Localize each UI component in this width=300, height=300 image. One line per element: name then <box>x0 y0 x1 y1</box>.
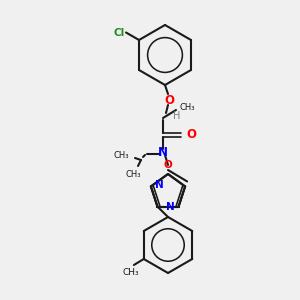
Text: H: H <box>173 111 180 121</box>
Text: CH₃: CH₃ <box>125 170 141 179</box>
Text: CH₃: CH₃ <box>180 103 196 112</box>
Text: Cl: Cl <box>114 28 125 38</box>
Text: N: N <box>158 146 168 158</box>
Text: O: O <box>186 128 196 142</box>
Text: N: N <box>155 180 164 190</box>
Text: CH₃: CH₃ <box>123 268 139 277</box>
Text: CH₃: CH₃ <box>113 152 129 160</box>
Text: O: O <box>164 94 174 106</box>
Text: N: N <box>166 202 175 212</box>
Text: O: O <box>164 160 172 170</box>
